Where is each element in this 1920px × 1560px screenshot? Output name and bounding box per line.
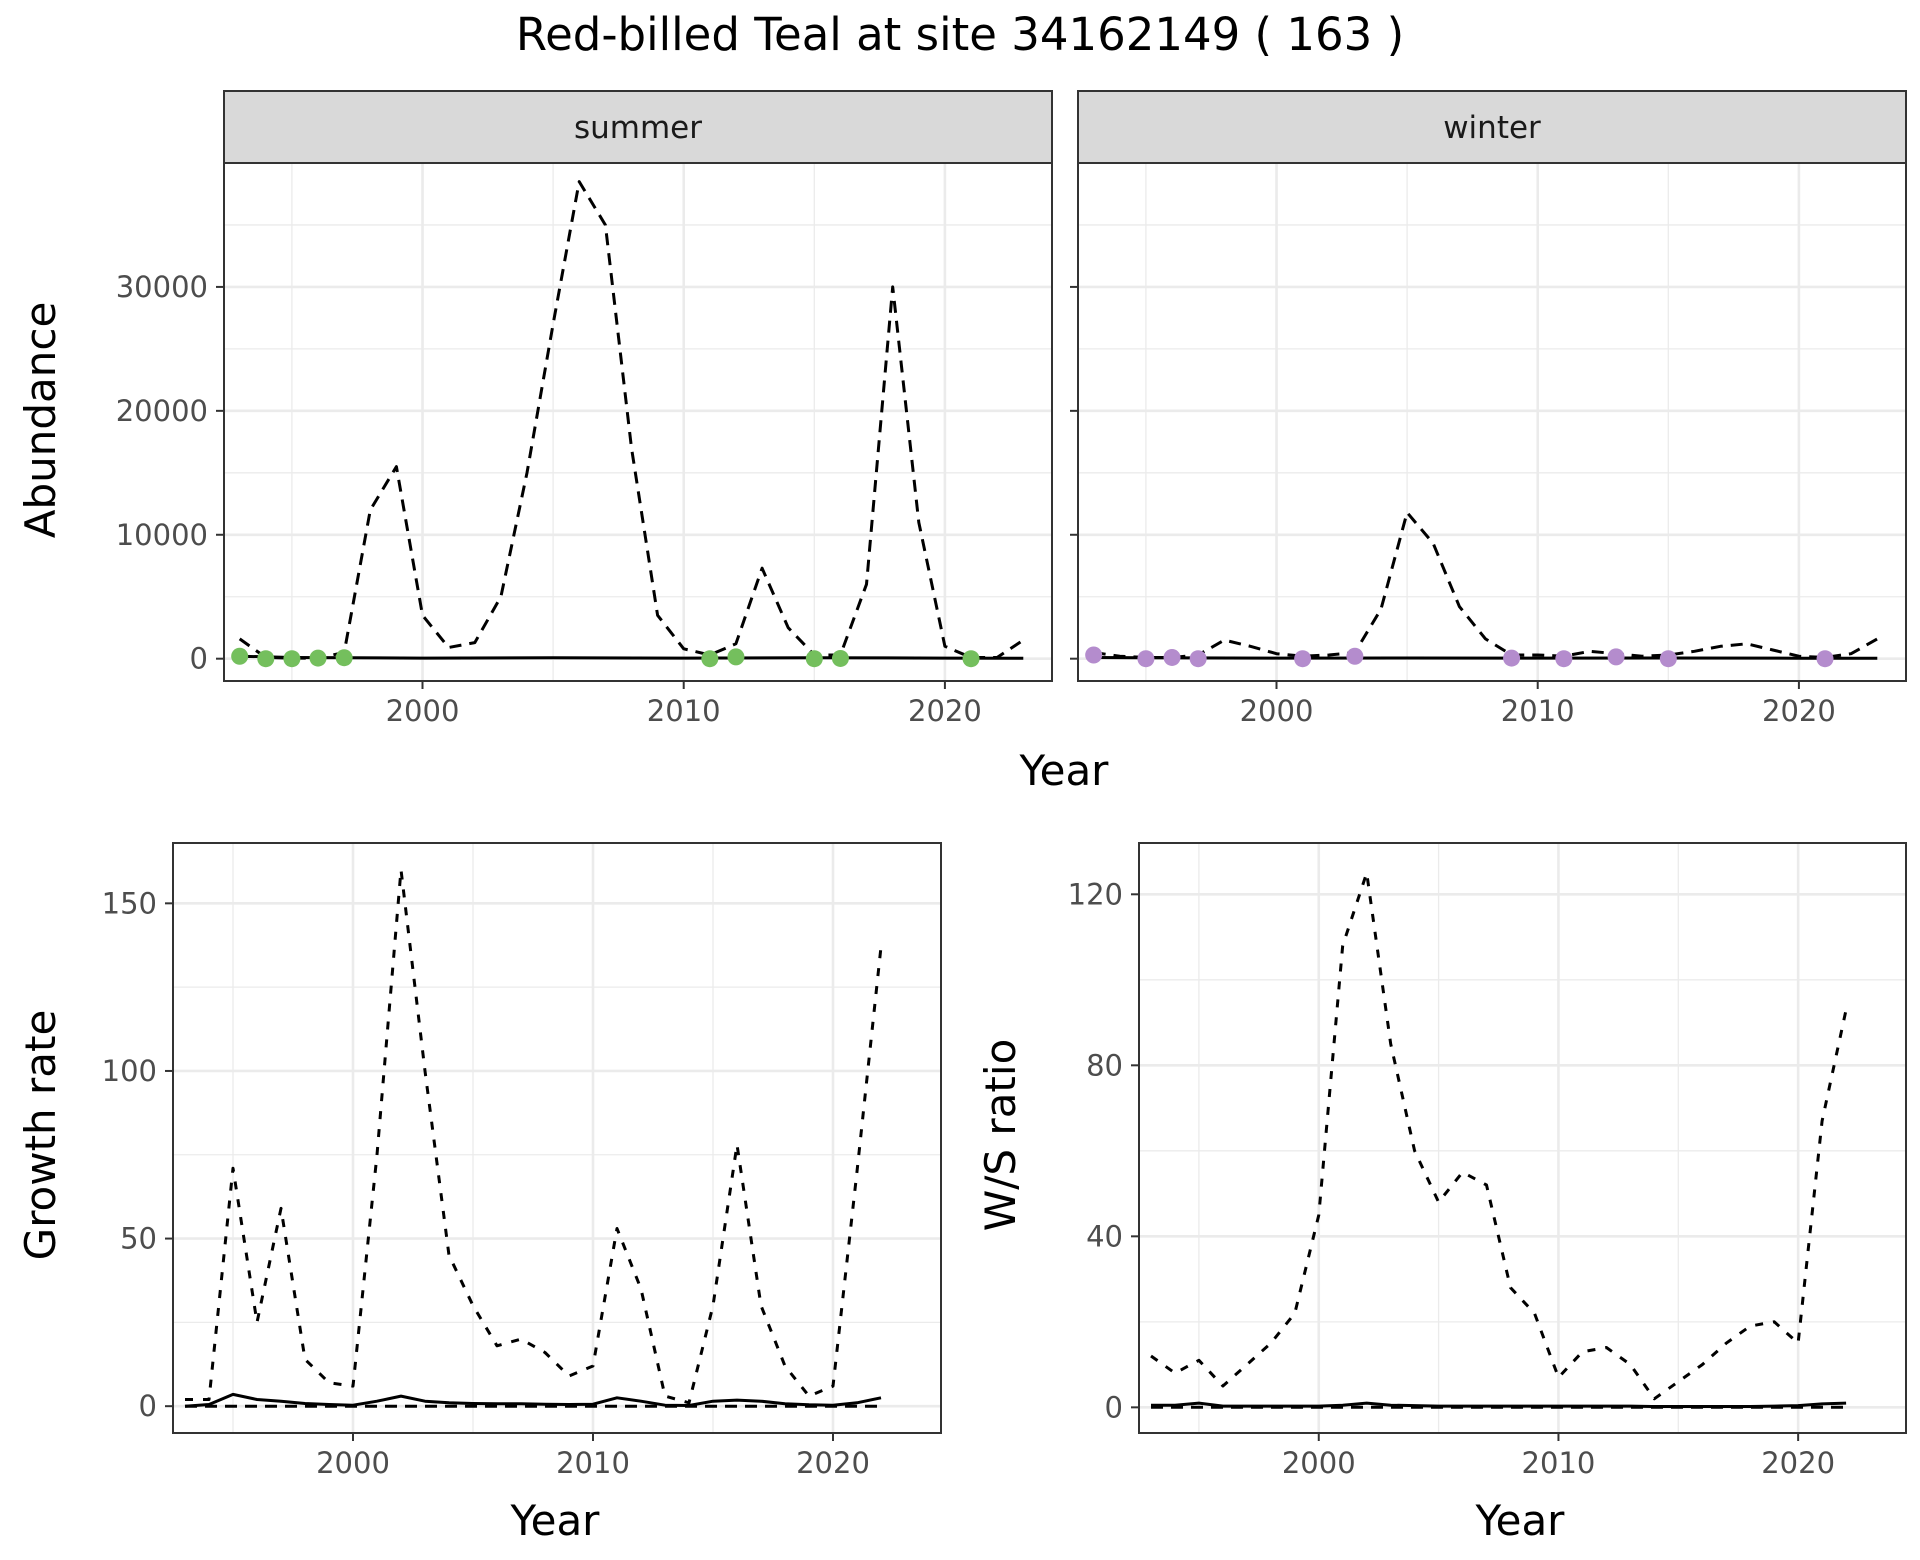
ratio-x-tick-label: 2000 (1282, 1446, 1356, 1480)
winter-x-tick-label: 2010 (1501, 694, 1575, 728)
summer-plot-area (224, 163, 1052, 681)
ratio-series-solid-line (1151, 1401, 1847, 1408)
winter-data-point (1189, 650, 1207, 668)
growth-x-tick-label: 2000 (316, 1446, 390, 1480)
growth-x-tick-label: 2020 (796, 1446, 870, 1480)
winter-data-point (1346, 647, 1364, 665)
winter-x-tick-label: 2020 (1762, 694, 1836, 728)
summer-x-tick-label: 2010 (647, 694, 721, 728)
growth-y-axis-title: Growth rate (16, 1010, 65, 1261)
summer-data-point (831, 649, 849, 667)
growth-series-solid-line (184, 1392, 882, 1408)
summer-facet-strip (223, 90, 1053, 164)
winter-facet-label: winter (1443, 110, 1541, 146)
winter-data-point (1085, 646, 1103, 664)
growth-x-tick-label: 2010 (556, 1446, 630, 1480)
summer-data-point (309, 649, 327, 667)
chart-title: Red-billed Teal at site 34162149 ( 163 ) (516, 8, 1404, 61)
winter-data-point (1555, 650, 1573, 668)
abundance-y-axis-title: Abundance (16, 302, 65, 539)
summer-data-point (701, 650, 719, 668)
summer-y-tick-label: 20000 (116, 394, 208, 428)
winter-plot-area (1078, 163, 1906, 681)
summer-x-tick-label: 2000 (386, 694, 460, 728)
winter-data-point (1137, 650, 1155, 668)
growth-y-tick-label: 0 (139, 1389, 157, 1423)
summer-data-point (231, 647, 249, 665)
winter-data-point (1503, 649, 1521, 667)
ratio-y-tick-label: 40 (1086, 1219, 1123, 1253)
winter-data-point (1163, 648, 1181, 666)
ratio-x-tick-label: 2010 (1522, 1446, 1596, 1480)
growth-plot-area (173, 843, 941, 1433)
summer-facet-label: summer (574, 110, 702, 146)
winter-data-point (1607, 648, 1625, 666)
ratio-y-axis-title: W/S ratio (976, 1039, 1025, 1232)
summer-series-dashed-line (238, 180, 1025, 660)
ratio-x-tick-label: 2020 (1761, 1446, 1835, 1480)
growth-y-tick-label: 150 (102, 886, 157, 920)
summer-data-point (727, 648, 745, 666)
summer-y-tick-label: 0 (190, 642, 208, 676)
winter-data-point (1294, 650, 1312, 668)
summer-data-point (257, 650, 275, 668)
summer-data-point (335, 649, 353, 667)
growth-panel-border (172, 842, 942, 1434)
ratio-y-tick-label: 80 (1086, 1048, 1123, 1082)
ratio-plot-area (1139, 843, 1906, 1433)
growth-series-dotted-line (185, 868, 883, 1405)
winter-data-point (1816, 650, 1834, 668)
winter-data-point (1659, 650, 1677, 668)
summer-x-tick-label: 2020 (908, 694, 982, 728)
ratio-y-tick-label: 0 (1105, 1390, 1123, 1424)
summer-data-point (805, 650, 823, 668)
ws-ratio-panel: 2000 2010 2020 0 40 80 120 (1068, 842, 1907, 1480)
growth-x-axis-title: Year (510, 1496, 601, 1545)
summer-data-point (283, 650, 301, 668)
growth-y-tick-label: 50 (120, 1222, 157, 1256)
ratio-y-tick-label: 120 (1068, 877, 1123, 911)
abundance-panel-summer: 2000 2010 2020 0 10000 20000 30000 summer (116, 90, 1053, 728)
ratio-x-axis-title: Year (1475, 1496, 1566, 1545)
summer-y-tick-label: 30000 (116, 270, 208, 304)
abundance-panel-winter: 2000 2010 2020 winter (1070, 90, 1907, 728)
winter-series-solid-line (1093, 656, 1878, 660)
winter-series-dashed-line (1093, 511, 1879, 659)
summer-data-point (962, 650, 980, 668)
summer-y-tick-label: 10000 (116, 518, 208, 552)
abundance-x-axis-title: Year (1019, 746, 1110, 795)
ratio-series-dotted-line (1150, 871, 1848, 1401)
winter-facet-strip (1077, 90, 1907, 164)
summer-series-solid-line (239, 654, 1024, 660)
growth-rate-panel: 2000 2010 2020 0 50 100 150 (102, 842, 942, 1480)
ratio-panel-border (1138, 842, 1907, 1434)
growth-y-tick-label: 100 (102, 1054, 157, 1088)
winter-x-tick-label: 2000 (1240, 694, 1314, 728)
